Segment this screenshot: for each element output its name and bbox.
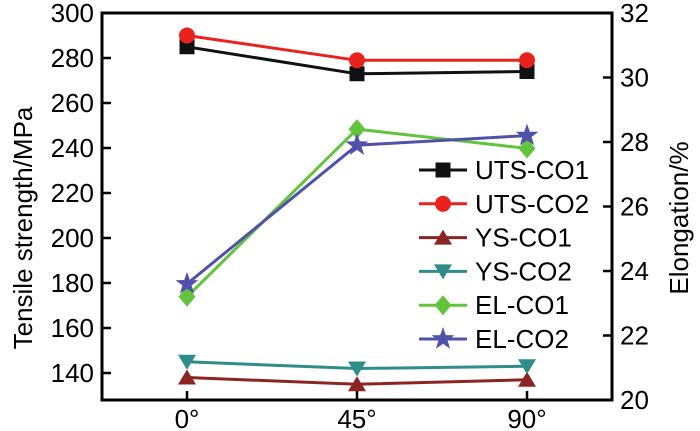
legend-label: EL-CO2 [475,324,569,354]
marker-UTS-CO1-1 [349,66,365,82]
series-EL-CO2 [175,123,539,294]
marker-EL-CO1-2 [518,138,536,159]
legend-label: UTS-CO2 [475,189,589,219]
legend-label: EL-CO1 [475,290,569,320]
marker-EL-CO2-2 [515,123,539,146]
plot-area: 140 160 180 200 220 240 260 280 300 20 22 24 26 28 30 3… [51,0,649,431]
legend-label: YS-CO1 [475,223,572,253]
x-axis-tick-label: 90° [507,404,546,431]
left-axis-tick-label: 180 [51,268,94,298]
legend-label: UTS-CO1 [475,155,589,185]
legend-item-EL-CO1: EL-CO1 [419,290,569,320]
left-axis-tick-label: 200 [51,223,94,253]
right-axis-tick-label: 20 [620,385,649,415]
legend-marker-circle [435,195,451,212]
x-axis-tick-label: 45° [337,404,376,431]
left-axis-tick-label: 300 [51,0,94,28]
right-axis-tick-label: 22 [620,321,649,351]
series-UTS-CO2 [179,27,535,69]
marker-YS-CO1-2 [518,371,536,387]
legend-item-YS-CO1: YS-CO1 [419,223,572,253]
marker-UTS-CO2-0 [179,27,195,44]
left-axis-title: Tensile strength/MPa [8,106,38,349]
left-axis-tick-label: 280 [51,43,94,73]
left-axis-tick-label: 160 [51,313,94,343]
right-axis-tick-label: 32 [620,0,649,28]
series-YS-CO1 [178,369,536,392]
legend-marker-triangle-up [434,229,452,245]
marker-YS-CO2-0 [178,354,196,370]
x-axis-tick-label: 0° [175,404,200,431]
marker-UTS-CO2-1 [349,52,365,69]
legend-item-UTS-CO2: UTS-CO2 [419,189,589,219]
marker-EL-CO1-1 [348,119,366,140]
marker-EL-CO2-1 [345,133,369,155]
legend-marker-square [435,162,451,178]
left-axis-tick-label: 220 [51,178,94,208]
marker-YS-CO1-1 [348,376,366,392]
marker-EL-CO1-0 [178,286,196,307]
legend-item-UTS-CO1: UTS-CO1 [419,155,589,185]
left-axis-tick-label: 140 [51,358,94,388]
right-axis-tick-label: 24 [620,256,649,286]
series-EL-CO1 [178,119,536,307]
left-axis-tick-label: 240 [51,133,94,163]
legend-marker-triangle-down [434,264,452,280]
legend-item-YS-CO2: YS-CO2 [419,256,572,286]
marker-UTS-CO1-0 [179,39,195,55]
marker-UTS-CO1-2 [519,64,535,79]
series-UTS-CO1 [179,39,535,82]
series-YS-CO2 [178,354,536,377]
marker-UTS-CO2-2 [519,52,535,69]
right-axis-title: Elongation/% [664,141,694,294]
right-axis-tick-label: 26 [620,192,649,222]
legend-marker-diamond [434,295,452,316]
legend-marker-star [431,327,455,349]
right-axis-tick-label: 30 [620,63,649,93]
legend-label: YS-CO2 [475,256,572,286]
marker-YS-CO2-1 [348,361,366,377]
left-axis-tick-label: 260 [51,88,94,118]
marker-YS-CO1-0 [178,369,196,385]
right-axis-tick-label: 28 [620,127,649,157]
marker-YS-CO2-2 [518,359,536,375]
legend-item-EL-CO2: EL-CO2 [419,324,569,354]
marker-EL-CO2-0 [175,271,199,294]
